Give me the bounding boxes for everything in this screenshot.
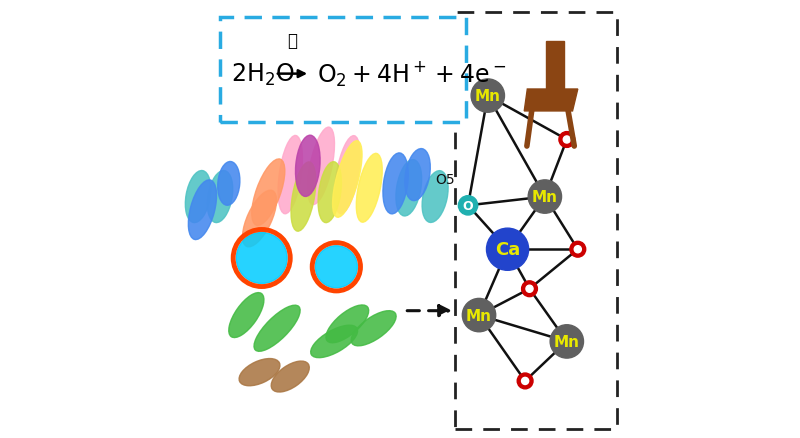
Ellipse shape [252,159,285,226]
Text: O: O [462,199,474,212]
Circle shape [458,196,478,215]
Text: Mn: Mn [554,334,580,349]
Ellipse shape [422,171,448,223]
Ellipse shape [307,128,334,205]
Circle shape [574,246,582,253]
Ellipse shape [271,361,310,392]
Text: Ca: Ca [495,240,520,259]
Ellipse shape [188,180,217,240]
Circle shape [522,281,538,297]
Ellipse shape [239,359,280,386]
Text: 光: 光 [287,32,298,50]
Text: Mn: Mn [532,190,558,205]
Ellipse shape [310,325,358,358]
Circle shape [570,242,586,258]
FancyBboxPatch shape [220,18,466,123]
Ellipse shape [291,162,316,232]
Ellipse shape [186,171,210,223]
Circle shape [518,373,533,389]
Ellipse shape [383,154,408,214]
Ellipse shape [254,305,300,352]
Circle shape [486,229,529,271]
Ellipse shape [396,160,422,216]
Polygon shape [546,42,564,101]
Ellipse shape [278,136,302,214]
Ellipse shape [405,149,430,201]
Text: Mn: Mn [466,308,492,323]
Circle shape [471,80,505,113]
Ellipse shape [356,154,382,223]
Ellipse shape [318,162,342,223]
Polygon shape [524,90,578,112]
Circle shape [550,325,583,358]
Ellipse shape [326,305,369,343]
Text: O5: O5 [435,172,455,186]
Ellipse shape [218,162,240,206]
Circle shape [563,137,570,144]
Ellipse shape [207,171,233,223]
Ellipse shape [351,311,396,346]
Circle shape [522,378,529,385]
Text: $\mathregular{O_2 + 4H^+ + 4e^-}$: $\mathregular{O_2 + 4H^+ + 4e^-}$ [317,60,506,89]
Circle shape [528,180,562,214]
Circle shape [315,246,358,288]
Ellipse shape [242,191,277,247]
Ellipse shape [333,141,362,218]
Circle shape [526,286,533,293]
Ellipse shape [229,293,264,338]
Text: Mn: Mn [474,89,501,104]
Circle shape [559,132,574,148]
Text: $\mathregular{2H_2O}$: $\mathregular{2H_2O}$ [231,61,294,88]
Ellipse shape [295,136,320,197]
Ellipse shape [334,136,360,214]
Circle shape [462,299,496,332]
Circle shape [236,233,287,284]
